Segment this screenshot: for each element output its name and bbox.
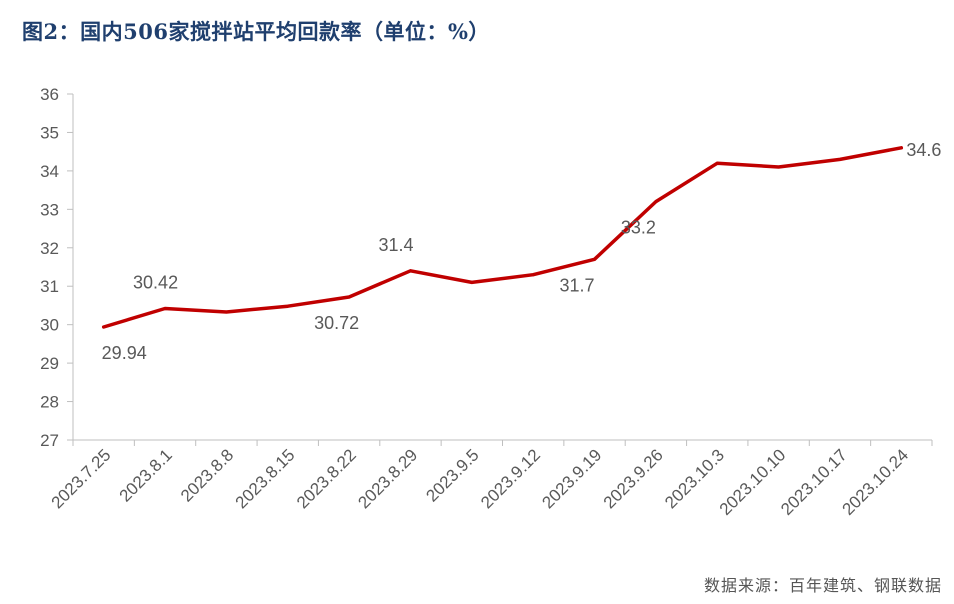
- data-point: [224, 310, 228, 314]
- x-tick-label: 2023.8.1: [116, 445, 176, 505]
- x-tick-label: 2023.9.12: [477, 445, 544, 512]
- chart-title: 图2：国内506家搅拌站平均回款率（单位：%）: [22, 19, 490, 44]
- x-tick-label: 2023.9.5: [422, 445, 482, 505]
- x-tick-label: 2023.9.26: [600, 445, 667, 512]
- y-tick-label: 33: [40, 200, 59, 219]
- data-point: [102, 325, 106, 329]
- data-point: [163, 307, 167, 311]
- data-label: 31.4: [378, 235, 413, 255]
- x-tick-label: 2023.8.8: [177, 445, 237, 505]
- data-point: [838, 157, 842, 161]
- x-tick-label: 2023.8.22: [293, 445, 360, 512]
- data-point: [715, 161, 719, 165]
- y-tick-label: 31: [40, 277, 59, 296]
- data-label: 34.6: [906, 140, 941, 160]
- data-point: [531, 273, 535, 277]
- x-tick-label: 2023.8.15: [232, 445, 299, 512]
- y-tick-label: 34: [40, 162, 59, 181]
- data-point: [408, 269, 412, 273]
- y-tick-label: 29: [40, 354, 59, 373]
- data-point: [593, 257, 597, 261]
- x-tick-label: 2023.9.19: [538, 445, 605, 512]
- data-label: 30.72: [314, 313, 359, 333]
- x-tick-label: 2023.7.25: [48, 445, 115, 512]
- y-tick-label: 30: [40, 316, 59, 335]
- series-line: [101, 146, 904, 329]
- x-tick-label: 2023.10.24: [839, 445, 913, 519]
- data-point: [777, 165, 781, 169]
- data-point: [347, 295, 351, 299]
- y-tick-label: 32: [40, 239, 59, 258]
- data-point: [654, 200, 658, 204]
- data-source-note: 数据来源：百年建筑、钢联数据: [703, 576, 942, 595]
- y-tick-label: 27: [40, 431, 59, 450]
- data-point: [899, 146, 903, 150]
- data-point: [470, 280, 474, 284]
- data-label: 33.2: [621, 218, 656, 238]
- data-label: 31.7: [560, 275, 595, 295]
- y-tick-label: 36: [40, 85, 59, 104]
- x-tick-label: 2023.8.29: [354, 445, 421, 512]
- data-label: 30.42: [133, 273, 178, 293]
- y-tick-label: 35: [40, 123, 59, 142]
- data-label: 29.94: [102, 343, 147, 363]
- data-point: [286, 304, 290, 308]
- y-tick-label: 28: [40, 393, 59, 412]
